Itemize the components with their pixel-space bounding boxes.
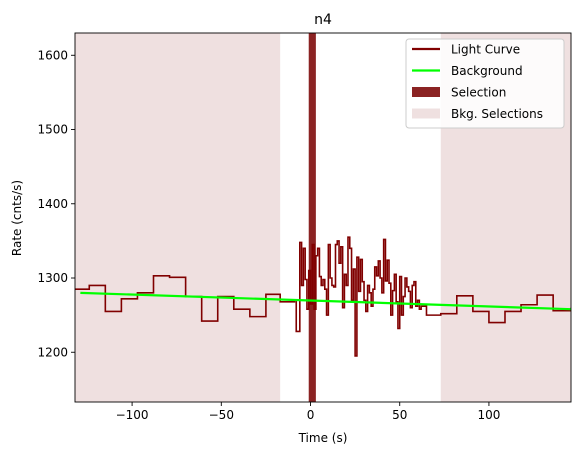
light-curve-line	[75, 236, 571, 357]
y-tick-label: 1200	[37, 345, 68, 359]
y-tick-label: 1600	[37, 48, 68, 62]
selection-region	[308, 33, 316, 402]
x-axis-label: Time (s)	[298, 431, 348, 445]
x-tick-label: 0	[307, 408, 315, 422]
legend-box	[405, 38, 565, 129]
legend-swatch	[412, 87, 440, 97]
y-tick-label: 1500	[37, 123, 68, 137]
legend-label: Background	[451, 64, 523, 78]
y-axis-label: Rate (cnts/s)	[10, 180, 24, 256]
legend-label: Bkg. Selections	[451, 107, 543, 121]
y-axis-ticks: 1200 1300 1400 1500 1600	[37, 48, 75, 359]
chart-title: n4	[314, 12, 332, 28]
legend-label: Light Curve	[451, 43, 520, 57]
x-tick-label: 50	[392, 408, 407, 422]
legend-label: Selection	[451, 86, 506, 100]
y-tick-label: 1400	[37, 197, 68, 211]
x-tick-label: −50	[209, 408, 234, 422]
plot-frame	[74, 32, 572, 403]
selection-band	[308, 33, 316, 402]
x-tick-label: −100	[116, 408, 149, 422]
y-tick-label: 1300	[37, 271, 68, 285]
x-tick-label: 100	[477, 408, 500, 422]
legend-swatch	[412, 108, 440, 119]
legend: Light Curve Background Selection Bkg. Selec…	[405, 38, 565, 129]
background-line	[80, 291, 571, 311]
x-axis-ticks: −100 −50 0 50 100	[116, 402, 500, 422]
bkg-selection-band-1	[75, 33, 281, 402]
